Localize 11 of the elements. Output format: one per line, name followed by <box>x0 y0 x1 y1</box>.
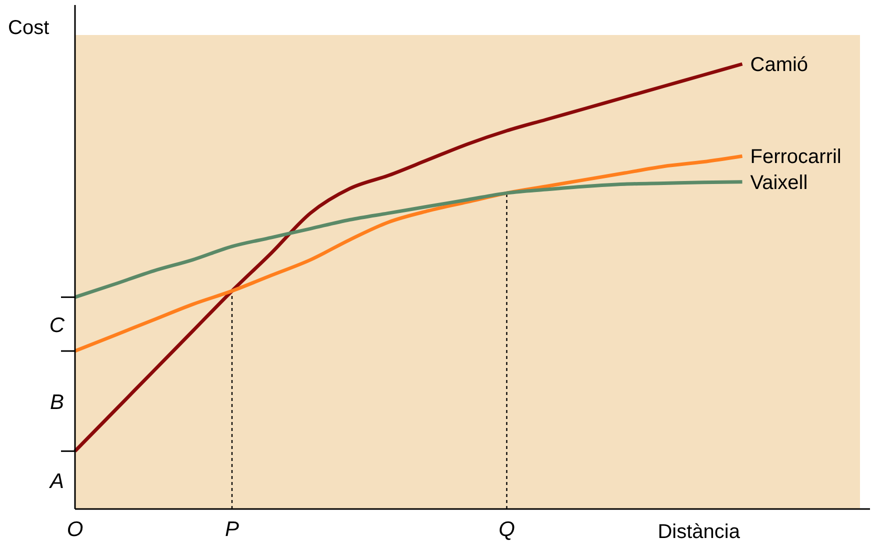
text: C <box>49 314 66 338</box>
x-tick-label: O <box>66 518 84 541</box>
series-label: Vaixell <box>750 172 808 194</box>
series-label: Camió <box>750 54 808 76</box>
y-axis-title: Cost <box>8 17 50 39</box>
x-tick-label: Q <box>498 518 515 541</box>
text: A <box>48 470 64 494</box>
series-label: Ferrocarril <box>750 146 842 168</box>
x-tick-label: P <box>224 518 240 541</box>
text: B <box>50 391 64 414</box>
x-axis-title: Distància <box>658 521 741 543</box>
